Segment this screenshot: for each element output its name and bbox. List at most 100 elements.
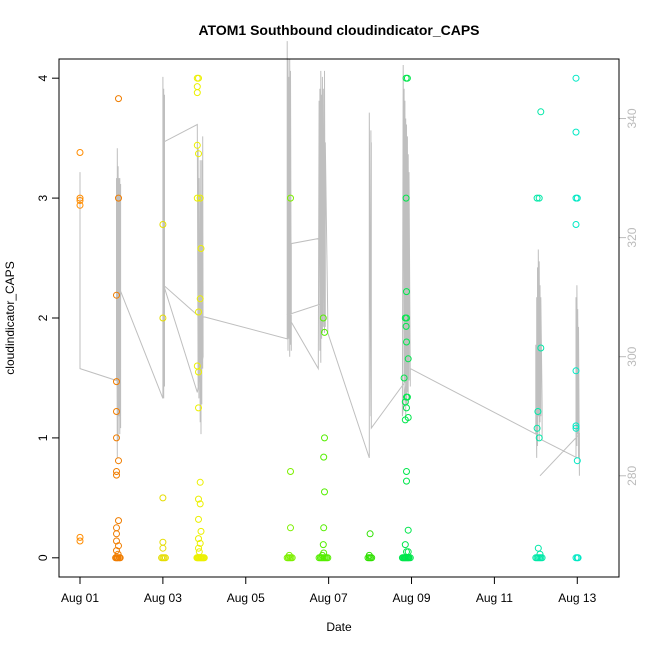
data-point: [113, 291, 120, 299]
data-point: [534, 408, 542, 415]
data-point: [115, 95, 122, 103]
data-point: [574, 554, 582, 562]
data-point: [403, 314, 410, 322]
data-point: [318, 551, 326, 559]
data-point: [573, 457, 581, 465]
data-point: [196, 500, 204, 508]
y2-tick-label: 300: [625, 346, 639, 366]
data-point: [197, 245, 205, 252]
x-tick-label: Aug 11: [476, 591, 513, 605]
axes-layer: Aug 01 Aug 03 Aug 05 Aug 07 Aug 09 Aug 11 Aug …: [36, 75, 639, 605]
x-tick-label: Aug 03: [144, 591, 182, 605]
data-point: [193, 83, 201, 91]
data-point: [193, 141, 201, 149]
data-point: [113, 468, 120, 475]
x-tick-label: Aug 01: [61, 591, 99, 605]
y-tick-label: 2: [36, 314, 50, 321]
data-point: [406, 554, 414, 562]
data-point: [161, 554, 169, 562]
data-point: [287, 468, 294, 475]
data-point: [366, 530, 374, 538]
data-point: [537, 344, 545, 352]
series-group: [315, 314, 332, 562]
data-point: [572, 221, 580, 228]
data-point: [287, 194, 294, 202]
data-point: [572, 128, 580, 136]
data-point: [402, 322, 410, 330]
data-point: [76, 194, 84, 202]
data-point: [401, 541, 409, 549]
data-point: [401, 416, 409, 424]
data-point: [533, 194, 541, 202]
data-point: [193, 194, 201, 202]
secondary-series-line: [79, 41, 580, 477]
data-point: [159, 314, 167, 322]
data-point: [195, 404, 202, 412]
data-point: [321, 328, 328, 336]
y-tick-label: 1: [36, 434, 50, 441]
series-group: [76, 149, 84, 545]
data-point: [403, 468, 410, 475]
data-point: [535, 434, 543, 442]
data-point: [195, 150, 202, 158]
data-point: [113, 378, 120, 386]
x-tick-label: Aug 09: [392, 591, 430, 605]
data-point: [403, 404, 410, 412]
data-point: [403, 74, 411, 82]
data-point: [76, 201, 84, 209]
series-group: [398, 74, 414, 562]
data-point: [195, 368, 202, 376]
data-point: [115, 517, 122, 525]
data-point: [404, 526, 412, 534]
data-point: [404, 355, 412, 363]
data-point: [76, 149, 84, 156]
data-point: [113, 434, 120, 442]
data-point: [159, 494, 167, 502]
data-point: [195, 308, 202, 316]
series-group: [532, 108, 546, 562]
plot-frame: [58, 58, 620, 578]
x-tick-label: Aug 07: [310, 591, 348, 605]
data-point: [288, 554, 296, 562]
data-point: [403, 288, 410, 296]
y-tick-label: 3: [36, 194, 50, 201]
data-point: [572, 422, 580, 430]
data-point: [76, 197, 84, 204]
data-point: [159, 538, 167, 546]
data-point: [195, 495, 202, 503]
series-group: [364, 530, 376, 562]
data-point: [535, 194, 543, 202]
data-point: [320, 524, 328, 532]
data-point: [287, 524, 294, 532]
series-group: [572, 74, 582, 562]
data-point: [193, 89, 201, 97]
data-point: [320, 453, 328, 461]
data-point: [113, 524, 120, 532]
data-point: [113, 408, 120, 415]
data-point: [115, 194, 122, 202]
data-point: [538, 554, 546, 562]
data-point: [534, 544, 542, 552]
series-group: [158, 221, 169, 562]
secondary-line-layer: [79, 41, 580, 477]
data-point: [196, 194, 204, 202]
data-point: [195, 515, 202, 523]
data-point: [159, 221, 167, 228]
data-point: [196, 539, 204, 547]
data-point: [572, 367, 580, 375]
data-point: [200, 554, 208, 562]
data-point: [319, 314, 327, 322]
data-point: [402, 194, 410, 202]
data-point: [537, 108, 545, 116]
data-point: [403, 477, 410, 485]
data-point: [195, 535, 202, 543]
data-point: [196, 478, 204, 486]
data-point: [193, 362, 201, 370]
series-group: [112, 95, 124, 562]
y-tick-label: 0: [36, 554, 50, 561]
y-axis-title: cloudindicator_CAPS: [3, 261, 17, 374]
data-point: [76, 537, 84, 545]
x-axis-title: Date: [326, 620, 352, 634]
points-layer: [76, 74, 582, 562]
